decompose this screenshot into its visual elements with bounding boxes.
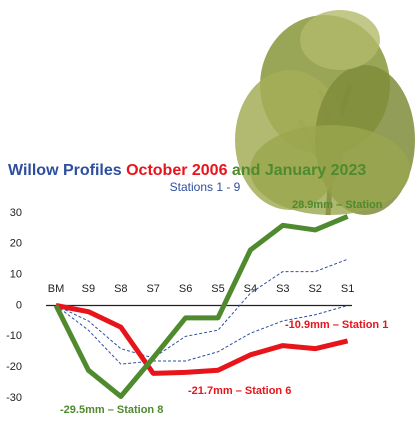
y-tick-label: 10 [10, 269, 22, 281]
x-tick-label: S5 [211, 283, 224, 295]
title-part: Willow Profiles [8, 162, 126, 179]
title-part: and [227, 162, 264, 179]
y-tick-label: 30 [10, 207, 22, 219]
y-tick-label: -30 [6, 392, 22, 404]
series-line [56, 306, 348, 365]
annotation: 28.9mm – Station [292, 199, 383, 211]
x-tick-label: S2 [308, 283, 321, 295]
x-tick-label: S8 [114, 283, 127, 295]
chart-subtitle: Stations 1 - 9 [170, 180, 241, 194]
x-tick-label: S7 [146, 283, 159, 295]
series-line [56, 259, 348, 358]
y-tick-label: 20 [10, 238, 22, 250]
x-tick-label: S9 [82, 283, 95, 295]
title-part: January 2023 [265, 162, 367, 179]
chart: Willow Profiles October 2006 and January… [0, 0, 419, 419]
x-tick-label: S3 [276, 283, 289, 295]
chart-title: Willow Profiles October 2006 and January… [8, 162, 366, 179]
y-tick-label: 0 [16, 299, 22, 311]
y-tick-label: -20 [6, 361, 22, 373]
willow-tree [235, 10, 415, 215]
annotation: -10.9mm – Station 1 [285, 319, 388, 331]
annotation: -21.7mm – Station 6 [188, 385, 291, 397]
y-tick-label: -10 [6, 330, 22, 342]
x-tick-label: BM [48, 283, 65, 295]
title-part: October 2006 [126, 162, 227, 179]
x-tick-label: S1 [341, 283, 354, 295]
annotation: -29.5mm – Station 8 [60, 404, 163, 416]
x-tick-label: S6 [179, 283, 192, 295]
x-tick-label: S4 [244, 283, 257, 295]
